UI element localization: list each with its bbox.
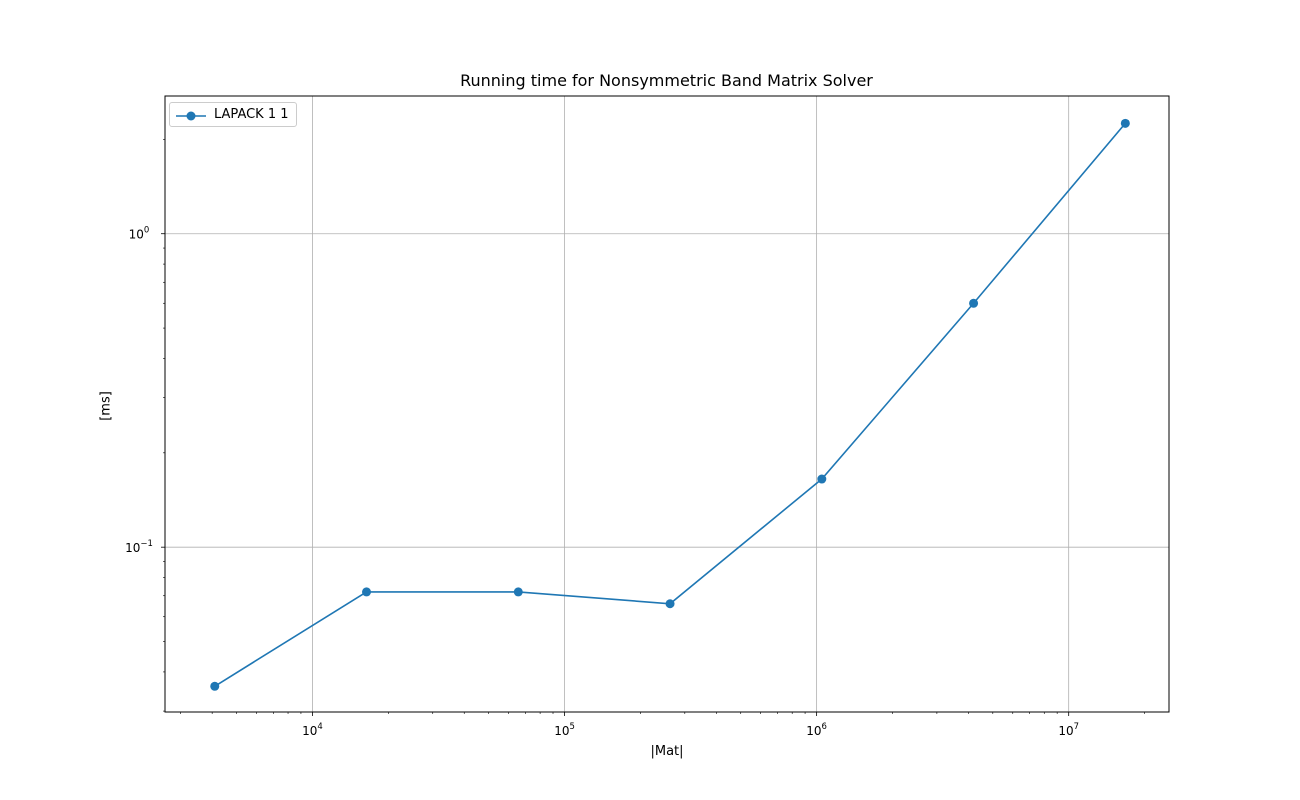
grid-lines <box>165 96 1169 712</box>
x-tick-label: 107 <box>1058 722 1079 738</box>
data-point <box>665 599 675 609</box>
legend-swatch <box>176 111 206 121</box>
y-axis-label: [ms] <box>98 391 114 421</box>
data-point <box>1120 118 1130 128</box>
y-tick-label: 10−1 <box>125 539 153 555</box>
chart-title: Running time for Nonsymmetric Band Matri… <box>460 71 873 90</box>
data-point <box>969 298 979 308</box>
x-tick-label: 105 <box>554 722 575 738</box>
x-axis-label: |Mat| <box>650 744 684 759</box>
legend: LAPACK 1 1 <box>169 102 297 127</box>
data-point <box>513 587 523 597</box>
y-tick-label: 100 <box>129 226 150 242</box>
x-tick-label: 104 <box>302 722 323 738</box>
x-tick-label: 106 <box>806 722 827 738</box>
data-point <box>210 681 220 691</box>
axes-frame <box>164 95 1170 713</box>
data-point <box>817 474 827 484</box>
series-layer <box>210 118 1130 691</box>
tick-layer: 104 105 106 107 10−1 100 <box>125 139 1145 738</box>
legend-label: LAPACK 1 1 <box>214 107 289 122</box>
data-point <box>362 587 372 597</box>
